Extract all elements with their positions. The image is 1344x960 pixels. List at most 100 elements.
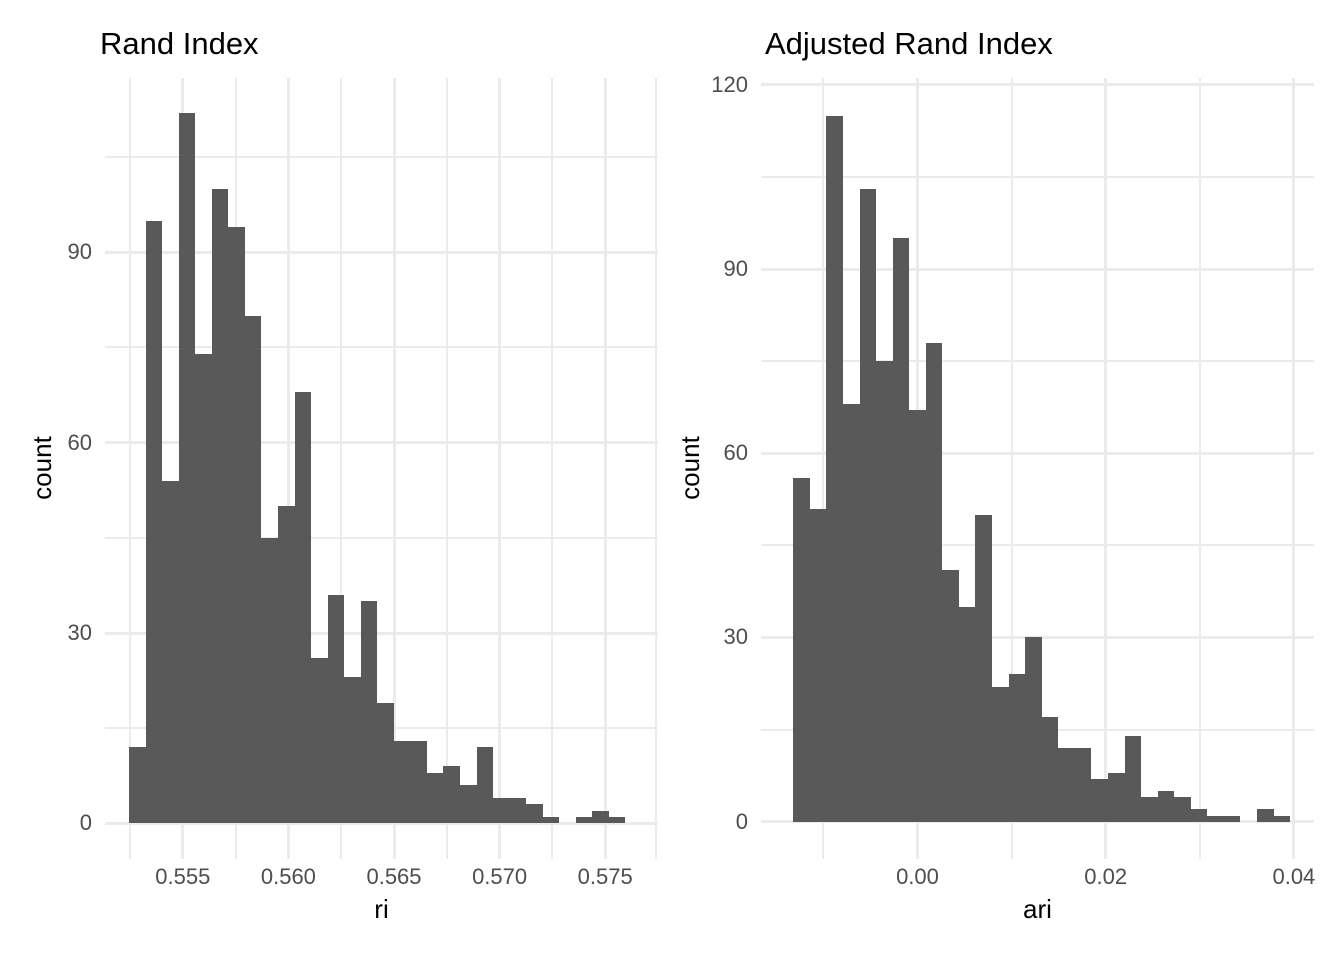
gridline-x-major <box>498 78 502 859</box>
histogram-bar <box>992 686 1009 822</box>
gridline-x-minor <box>822 78 825 859</box>
plot-panel-rand-index <box>105 78 658 859</box>
y-axis-tick-label: 90 <box>67 239 92 265</box>
histogram-bar <box>1157 790 1175 822</box>
histogram-bar <box>1091 778 1108 822</box>
histogram-bar <box>608 817 626 824</box>
histogram-bar <box>1008 674 1026 822</box>
gridline-x-minor <box>129 78 131 859</box>
histogram-bar <box>1074 747 1092 822</box>
histogram-bar <box>1124 735 1142 822</box>
histogram-bar <box>460 785 477 824</box>
histogram-bar <box>542 817 560 824</box>
histogram-bar <box>393 740 411 824</box>
histogram-bar <box>925 342 943 822</box>
histogram-bar <box>443 766 460 824</box>
gridline-y-major <box>761 451 1314 455</box>
histogram-bar <box>476 747 494 824</box>
gridline-y-minor <box>105 536 658 539</box>
y-axis-tick-label: 60 <box>723 440 748 466</box>
gridline-y-major <box>761 820 1314 824</box>
gridline-y-major <box>105 631 658 635</box>
x-axis-tick-label: 0.02 <box>1084 864 1128 889</box>
y-axis-tick-label: 30 <box>67 620 92 646</box>
x-axis-tick-label: 0.00 <box>896 864 939 889</box>
gridline-x-minor <box>445 78 448 859</box>
plot-title-rand-index: Rand Index <box>100 26 259 61</box>
histogram-bar <box>1058 747 1075 822</box>
histogram-bar <box>942 569 959 822</box>
gridline-y-minor <box>105 346 658 349</box>
plot-panel-adjusted-rand-index <box>761 78 1314 859</box>
gridline-y-minor <box>761 544 1314 547</box>
y-axis-tick-label: 30 <box>723 624 748 650</box>
histogram-bar <box>1107 772 1125 822</box>
histogram-bar <box>360 601 378 824</box>
histogram-bar <box>377 702 394 824</box>
histogram-bar <box>1257 809 1274 822</box>
histogram-bar <box>410 740 427 824</box>
histogram-bar <box>129 747 146 824</box>
histogram-bar <box>859 189 877 822</box>
histogram-bar <box>1141 797 1158 822</box>
histogram-bar <box>826 115 843 822</box>
gridline-y-minor <box>761 175 1314 178</box>
histogram-bar <box>294 391 312 824</box>
histogram-bar <box>261 537 278 824</box>
histogram-bar <box>909 410 926 822</box>
gridline-x-major <box>392 78 396 859</box>
histogram-bar <box>1025 637 1042 822</box>
y-axis-tick-label: 90 <box>723 256 748 282</box>
histogram-bar <box>277 506 295 824</box>
histogram-bar <box>211 188 229 824</box>
gridline-x-major <box>603 78 607 859</box>
x-axis-tick-label: 0.560 <box>260 864 316 889</box>
gridline-x-minor <box>1010 78 1013 859</box>
x-axis-title-ri: ri <box>374 894 389 924</box>
histogram-bar <box>344 677 361 824</box>
histogram-bar <box>809 508 827 822</box>
histogram-bar <box>327 594 345 824</box>
gridline-y-minor <box>761 360 1314 363</box>
y-axis-title-count-left: count <box>27 436 57 500</box>
gridline-x-minor <box>655 78 657 859</box>
histogram-bar <box>1174 797 1191 822</box>
x-axis-tick-label: 0.570 <box>472 864 528 889</box>
histogram-bar <box>244 315 262 824</box>
histogram-bar <box>526 804 543 824</box>
gridline-y-minor <box>105 156 658 159</box>
histogram-bar <box>311 658 328 824</box>
y-axis-tick-label: 0 <box>79 810 92 836</box>
gridline-x-major <box>1104 78 1108 859</box>
histogram-bar <box>842 404 860 822</box>
histogram-bar <box>876 361 893 822</box>
histogram-bar <box>162 480 179 824</box>
histogram-bar <box>975 514 993 822</box>
y-axis-title-count-right: count <box>675 436 705 500</box>
x-axis-tick-label: 0.555 <box>155 864 211 889</box>
histogram-bar <box>1190 809 1208 822</box>
gridline-x-minor <box>1198 78 1201 859</box>
histogram-bar <box>958 606 976 822</box>
histogram-bar <box>195 353 212 824</box>
histogram-bar <box>145 220 163 824</box>
y-axis-tick-label: 60 <box>67 429 92 455</box>
histogram-bar <box>1207 815 1224 822</box>
histogram-bar <box>592 810 609 824</box>
x-axis-tick-label: 0.04 <box>1272 864 1316 889</box>
gridline-x-minor <box>340 78 343 859</box>
histogram-bar <box>1273 815 1291 822</box>
histogram-bar <box>493 798 510 824</box>
histogram-bar <box>426 772 444 824</box>
plot-title-adjusted-rand-index: Adjusted Rand Index <box>765 26 1053 61</box>
histogram-bar <box>575 817 593 824</box>
gridline-y-major <box>761 267 1314 271</box>
histogram-bar <box>509 798 527 824</box>
y-axis-tick-label: 120 <box>711 71 748 97</box>
histogram-bar <box>178 112 196 824</box>
x-axis-tick-label: 0.565 <box>366 864 422 889</box>
x-axis-tick-label: 0.575 <box>577 864 633 889</box>
gridline-x-major <box>1292 78 1296 859</box>
gridline-y-major <box>105 441 658 445</box>
